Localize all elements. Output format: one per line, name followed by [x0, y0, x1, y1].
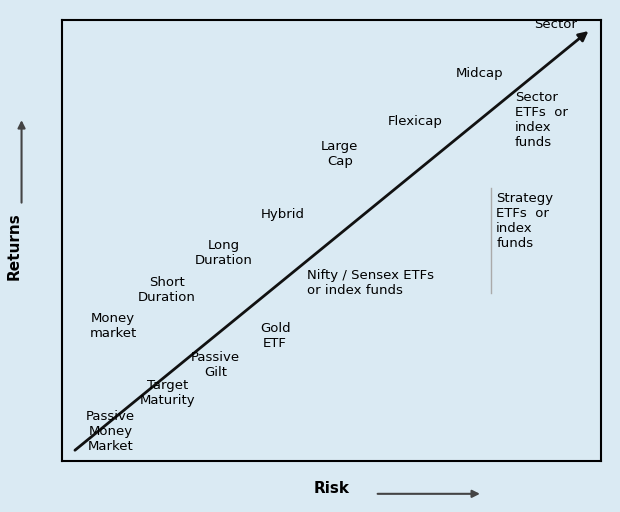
Text: Nifty / Sensex ETFs
or index funds: Nifty / Sensex ETFs or index funds	[308, 269, 435, 297]
Text: Large
Cap: Large Cap	[321, 140, 358, 168]
Text: Passive
Money
Market: Passive Money Market	[86, 410, 135, 453]
Text: Money
market: Money market	[90, 312, 137, 340]
Text: Sector: Sector	[534, 18, 577, 32]
Text: Midcap: Midcap	[456, 67, 504, 80]
Text: Target
Maturity: Target Maturity	[140, 379, 195, 408]
Text: Hybrid: Hybrid	[261, 208, 305, 221]
Text: Long
Duration: Long Duration	[195, 239, 253, 267]
Text: Risk: Risk	[314, 481, 350, 497]
Text: Sector
ETFs  or
index
funds: Sector ETFs or index funds	[515, 91, 568, 149]
Text: Gold
ETF: Gold ETF	[260, 322, 290, 350]
Text: Returns: Returns	[6, 212, 21, 280]
Text: Short
Duration: Short Duration	[138, 276, 196, 305]
Text: Passive
Gilt: Passive Gilt	[191, 351, 241, 379]
Text: Strategy
ETFs  or
index
funds: Strategy ETFs or index funds	[496, 192, 553, 250]
Text: Flexicap: Flexicap	[388, 115, 443, 129]
